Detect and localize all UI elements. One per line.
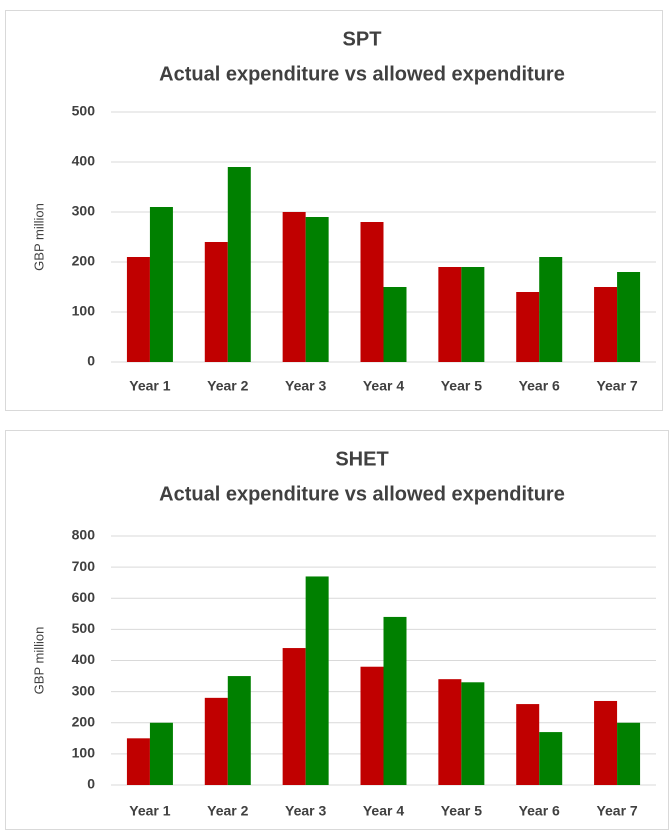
bar	[438, 267, 462, 362]
x-tick-label: Year 5	[441, 803, 482, 819]
bar	[539, 257, 563, 362]
bar	[594, 700, 618, 785]
bar	[282, 212, 306, 362]
y-tick-label: 500	[72, 620, 96, 636]
bar	[126, 257, 150, 362]
bar	[305, 576, 329, 785]
y-tick-label: 200	[72, 253, 96, 269]
x-tick-label: Year 1	[129, 803, 170, 819]
y-tick-label: 300	[72, 682, 96, 698]
chart-title: SHET	[335, 448, 388, 470]
bar	[461, 682, 485, 785]
bar	[204, 697, 228, 785]
y-tick-label: 100	[72, 745, 96, 761]
y-tick-label: 0	[87, 353, 95, 369]
bar	[360, 666, 384, 785]
bar	[617, 272, 641, 362]
bar	[383, 616, 407, 785]
x-tick-label: Year 3	[285, 378, 326, 394]
y-tick-label: 0	[87, 776, 95, 792]
bar	[282, 648, 306, 785]
y-axis-label: GBP million	[31, 627, 46, 695]
bar	[149, 722, 173, 785]
y-tick-label: 300	[72, 203, 96, 219]
x-tick-label: Year 4	[363, 803, 404, 819]
y-tick-label: 600	[72, 589, 96, 605]
x-tick-label: Year 5	[441, 378, 482, 394]
x-tick-label: Year 2	[207, 803, 248, 819]
x-tick-label: Year 1	[129, 378, 170, 394]
chart-subtitle: Actual expenditure vs allowed expenditur…	[159, 63, 565, 85]
bar	[126, 738, 150, 785]
bar	[539, 732, 563, 785]
chart-title: SPT	[343, 28, 382, 50]
bar	[227, 676, 251, 785]
bar	[617, 722, 641, 785]
bar	[516, 292, 540, 362]
y-tick-label: 800	[72, 527, 96, 543]
bar	[305, 217, 329, 362]
bar	[461, 267, 485, 362]
y-tick-label: 500	[72, 103, 96, 119]
x-tick-label: Year 7	[596, 803, 637, 819]
bar	[438, 679, 462, 785]
bar	[383, 287, 407, 362]
x-tick-label: Year 6	[519, 378, 560, 394]
y-tick-label: 100	[72, 303, 96, 319]
bar	[149, 207, 173, 362]
y-tick-label: 200	[72, 713, 96, 729]
y-axis-label: GBP million	[31, 203, 46, 271]
x-tick-label: Year 6	[519, 803, 560, 819]
x-tick-label: Year 2	[207, 378, 248, 394]
y-tick-label: 400	[72, 153, 96, 169]
x-tick-label: Year 7	[596, 378, 637, 394]
y-tick-label: 700	[72, 558, 96, 574]
bar	[360, 222, 384, 362]
x-tick-label: Year 3	[285, 803, 326, 819]
y-tick-label: 400	[72, 651, 96, 667]
x-tick-label: Year 4	[363, 378, 404, 394]
bar	[594, 287, 618, 362]
bar	[516, 704, 540, 785]
bar	[227, 167, 251, 362]
bar	[204, 242, 228, 362]
chart-subtitle: Actual expenditure vs allowed expenditur…	[159, 483, 565, 505]
